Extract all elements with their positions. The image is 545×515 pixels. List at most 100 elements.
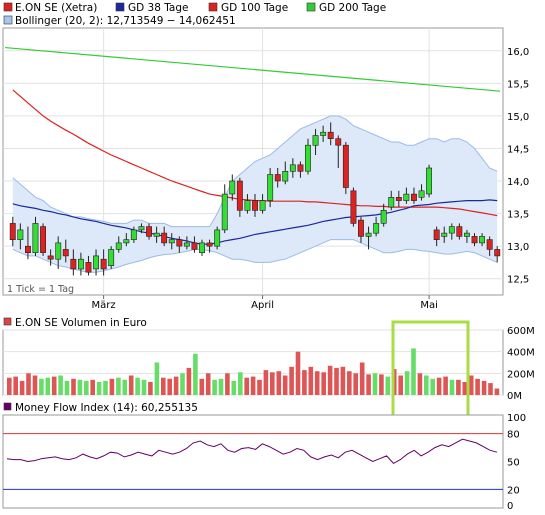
volume-bar (200, 379, 205, 395)
candle-body (464, 233, 469, 236)
mfi-plot-area (3, 415, 503, 508)
legend-label-price: E.ON SE (Xetra) (15, 2, 97, 14)
candle-body (305, 145, 310, 171)
volume-bar (341, 367, 346, 395)
candle-body (177, 240, 182, 247)
candle-body (449, 227, 454, 234)
mfi-y-tick-label: 50 (507, 458, 520, 469)
main-y-tick-label: 15,5 (507, 79, 529, 90)
legend-label-ma100: GD 100 Tage (221, 2, 288, 14)
candle-body (328, 132, 333, 139)
candle-body (56, 243, 61, 259)
volume-bar (443, 377, 448, 395)
volume-bar (232, 381, 237, 395)
candle-body (442, 233, 447, 236)
volume-bar (296, 352, 301, 395)
legend: E.ON SE (Xetra) GD 38 Tage GD 100 Tage G… (4, 2, 386, 27)
volume-bar (71, 379, 76, 395)
main-y-tick-label: 14,5 (507, 144, 529, 155)
volume-bar (52, 377, 57, 395)
candle-body (10, 223, 15, 239)
volume-bar (142, 380, 147, 395)
volume-bar (411, 348, 416, 395)
main-y-axis: 12,5 13,0 13,5 14,0 14,5 15,0 15,5 16,0 (507, 47, 529, 286)
volume-bar (135, 378, 140, 395)
volume-bar (39, 379, 44, 395)
volume-bar (155, 363, 160, 396)
candle-body (268, 175, 273, 201)
volume-bar (161, 378, 166, 395)
volume-title-swatch (4, 318, 11, 325)
volume-y-tick-label: 600M (507, 326, 535, 337)
volume-bar (309, 367, 314, 395)
volume-bar (174, 377, 179, 395)
volume-bar (456, 380, 461, 395)
candle-body (389, 197, 394, 207)
candle-body (411, 194, 416, 201)
volume-bar (58, 376, 63, 396)
volume-bar (180, 373, 185, 395)
mfi-y-axis: 0 20 50 80 100 (507, 413, 526, 512)
candle-body (71, 259, 76, 269)
candle-body (86, 262, 91, 272)
candle-body (109, 249, 114, 265)
volume-bar (148, 382, 153, 395)
candle-body (457, 227, 462, 237)
volume-bar (7, 378, 12, 395)
volume-bar (129, 376, 134, 396)
volume-bar (110, 379, 115, 395)
legend-swatch-price (4, 3, 12, 11)
candle-body (472, 236, 477, 243)
volume-bar (84, 381, 89, 395)
volume-bar (123, 380, 128, 395)
volume-bar (212, 380, 217, 395)
mfi-title-swatch (4, 403, 11, 410)
volume-bar (373, 373, 378, 395)
volume-bar (65, 381, 70, 395)
volume-bar (13, 377, 18, 395)
candle-body (479, 236, 484, 243)
volume-bar (187, 368, 192, 395)
volume-bar (302, 370, 307, 395)
candle-body (374, 223, 379, 233)
volume-bar (219, 379, 224, 395)
candle-body (487, 240, 492, 250)
legend-swatch-ma38 (116, 3, 124, 11)
legend-swatch-ma100 (209, 3, 217, 11)
volume-bar (193, 354, 198, 395)
mfi-y-tick-label: 100 (507, 413, 526, 424)
candle-body (434, 230, 439, 240)
volume-bar (283, 376, 288, 396)
candle-body (124, 240, 129, 243)
candle-body (192, 243, 197, 250)
candle-body (184, 243, 189, 246)
volume-bar (206, 373, 211, 395)
candle-body (116, 243, 121, 250)
volume-bar (238, 372, 243, 395)
volume-y-tick-label: 200M (507, 369, 535, 380)
mfi-panel: Money Flow Index (14): 60,255135 0 20 50 80… (3, 402, 526, 512)
candle-body (343, 145, 348, 187)
volume-bar (33, 376, 38, 396)
main-x-axis: März April Mai (92, 295, 438, 311)
volume-bar (277, 371, 282, 395)
volume-bar (97, 382, 102, 395)
volume-bar (244, 378, 249, 395)
volume-title: E.ON SE Volumen in Euro (15, 317, 147, 329)
volume-bar (469, 376, 474, 396)
mfi-title: Money Flow Index (14): 60,255135 (15, 402, 198, 414)
volume-bar (103, 381, 108, 395)
volume-bar (257, 380, 262, 395)
candle-body (131, 230, 136, 240)
candle-body (78, 259, 83, 269)
candle-body (426, 168, 431, 194)
candle-body (404, 194, 409, 201)
main-y-tick-label: 16,0 (507, 47, 529, 58)
mfi-y-tick-label: 0 (507, 501, 513, 512)
candle-body (298, 165, 303, 172)
candle-body (40, 227, 45, 253)
volume-bar (225, 373, 230, 395)
x-tick-label: April (251, 300, 274, 311)
candle-body (25, 246, 30, 253)
